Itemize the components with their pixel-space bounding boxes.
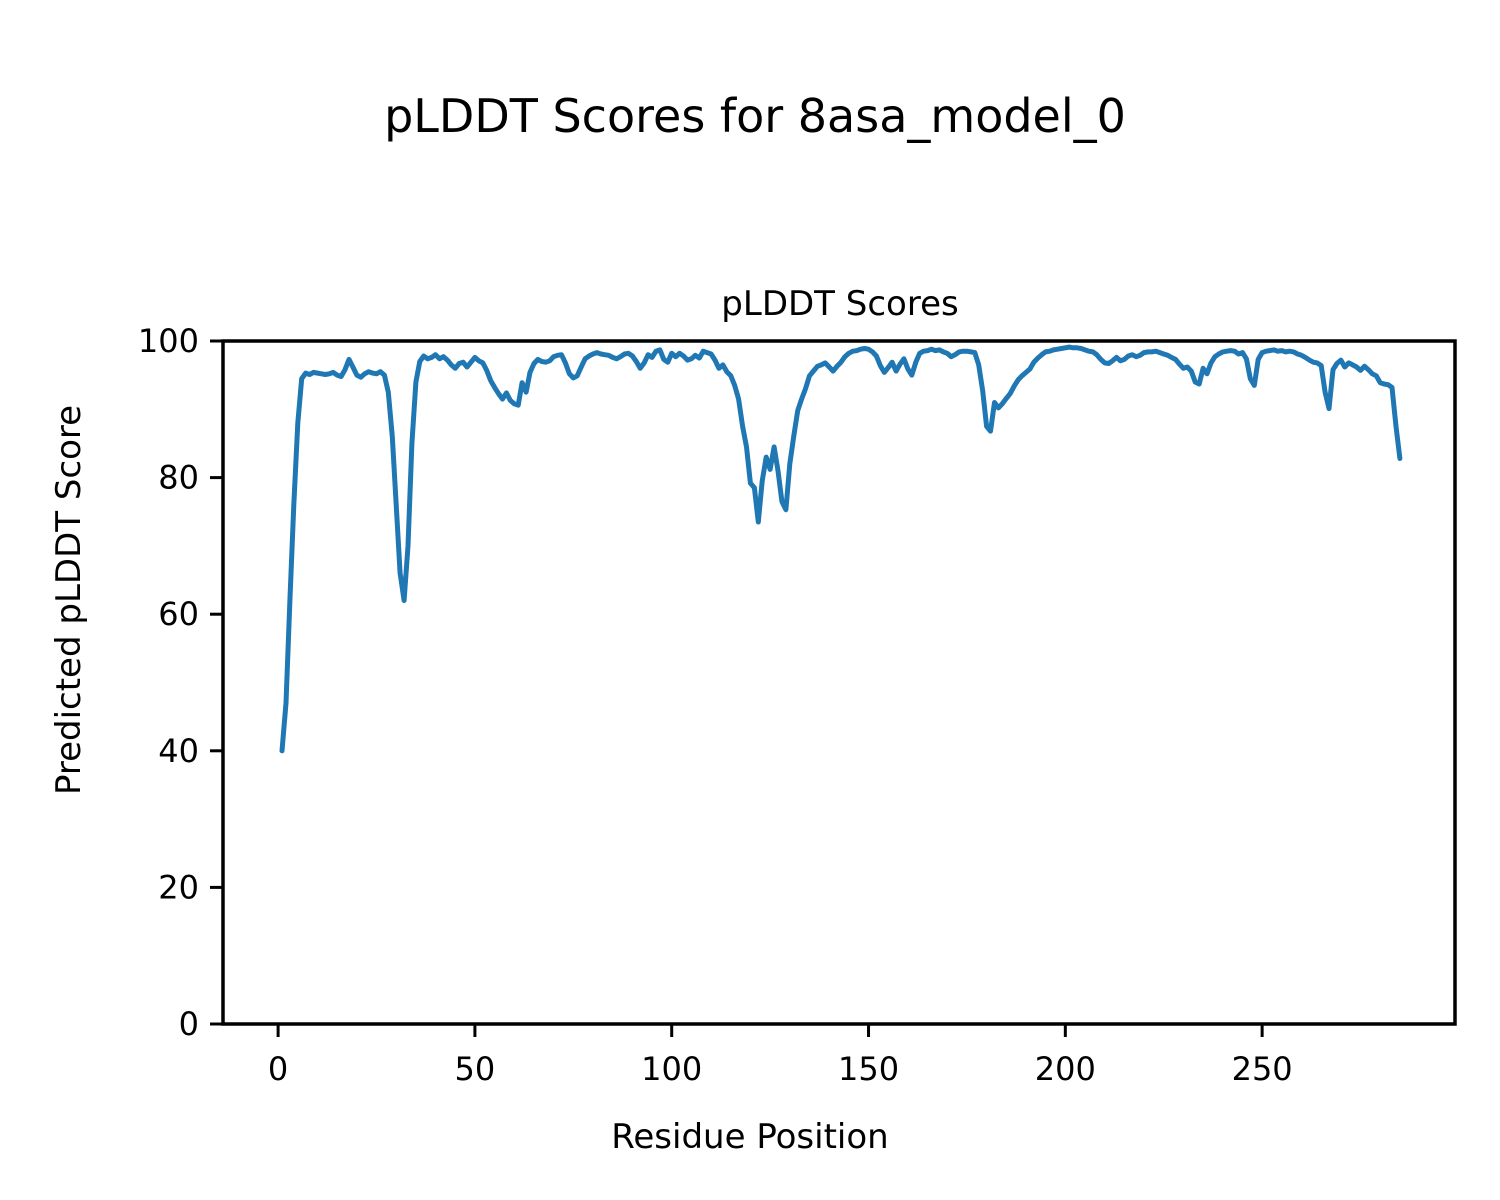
x-tick-label: 0 <box>268 1050 288 1088</box>
y-tick-label: 20 <box>158 868 199 906</box>
x-tick-label: 100 <box>641 1050 702 1088</box>
x-tick-label: 150 <box>838 1050 899 1088</box>
x-tick-label: 200 <box>1035 1050 1096 1088</box>
y-tick-label: 60 <box>158 595 199 633</box>
plddt-score-line <box>279 344 1403 754</box>
y-tick-label: 0 <box>179 1005 199 1043</box>
figure-title: pLDDT Scores for 8asa_model_0 <box>384 89 1126 143</box>
y-axis-ticks: 0 20 40 60 80 100 <box>138 322 223 1043</box>
y-tick-label: 100 <box>138 322 199 360</box>
x-tick-label: 50 <box>455 1050 496 1088</box>
x-axis-ticks: 0 50 100 150 200 250 <box>268 1024 1293 1088</box>
y-tick-label: 40 <box>158 732 199 770</box>
x-tick-label: 250 <box>1232 1050 1293 1088</box>
y-axis-label: Predicted pLDDT Score <box>49 405 89 795</box>
axes-title: pLDDT Scores <box>721 284 958 324</box>
axes-frame <box>221 339 1457 1026</box>
x-axis-label: Residue Position <box>611 1117 888 1157</box>
y-tick-label: 80 <box>158 459 199 497</box>
